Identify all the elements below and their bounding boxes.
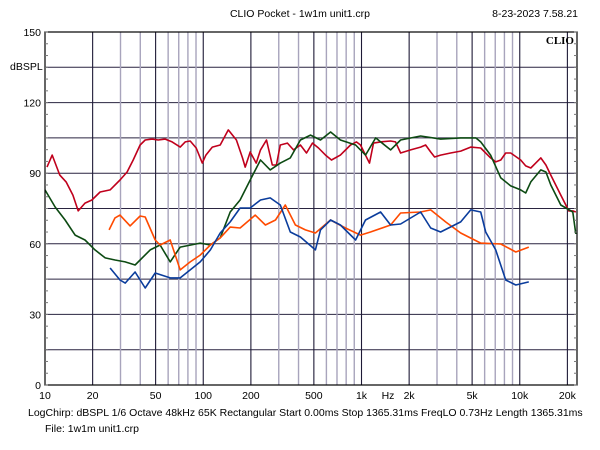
series-line-green (44, 131, 577, 266)
chart-title: CLIO Pocket - 1w1m unit1.crp (229, 8, 371, 20)
x-tick-label: 20 (87, 390, 99, 402)
timestamp: 8-23-2023 7.58.21 (492, 8, 578, 20)
x-tick-label: 200 (242, 390, 260, 402)
x-tick-label: 2k (404, 390, 416, 402)
series-line-red (46, 129, 577, 213)
x-tick-label: 50 (150, 390, 162, 402)
file-name: File: 1w1m unit1.crp (45, 423, 139, 435)
y-tick-label: 60 (29, 239, 41, 251)
y-tick-label: 150 (23, 27, 41, 39)
y-tick-label: 120 (23, 98, 41, 110)
grid (45, 32, 577, 385)
measurement-parameters: LogChirp: dBSPL 1/6 Octave 48kHz 65K Rec… (28, 407, 583, 419)
x-axis-label: Hz (382, 390, 395, 402)
y-tick-label: 30 (29, 309, 41, 321)
y-axis-label: dBSPL (10, 61, 43, 73)
series-line-orange (108, 204, 530, 271)
x-tick-label: 100 (194, 390, 212, 402)
y-tick-label: 0 (35, 380, 41, 392)
series-line-blue (109, 197, 529, 289)
x-tick-label: 500 (305, 390, 323, 402)
x-tick-label: 1k (356, 390, 368, 402)
x-tick-label: 10k (511, 390, 529, 402)
x-tick-label: 10 (39, 390, 51, 402)
ticks: 10 20 50 100 200 500 1k 2k 5k 10k 20k 0 30 60 90 120 150 (23, 27, 577, 402)
x-tick-label: 20k (559, 390, 577, 402)
curves (44, 129, 577, 289)
clio-logo: CLIO (546, 35, 575, 47)
y-tick-label: 90 (29, 168, 41, 180)
x-tick-label: 5k (467, 390, 479, 402)
